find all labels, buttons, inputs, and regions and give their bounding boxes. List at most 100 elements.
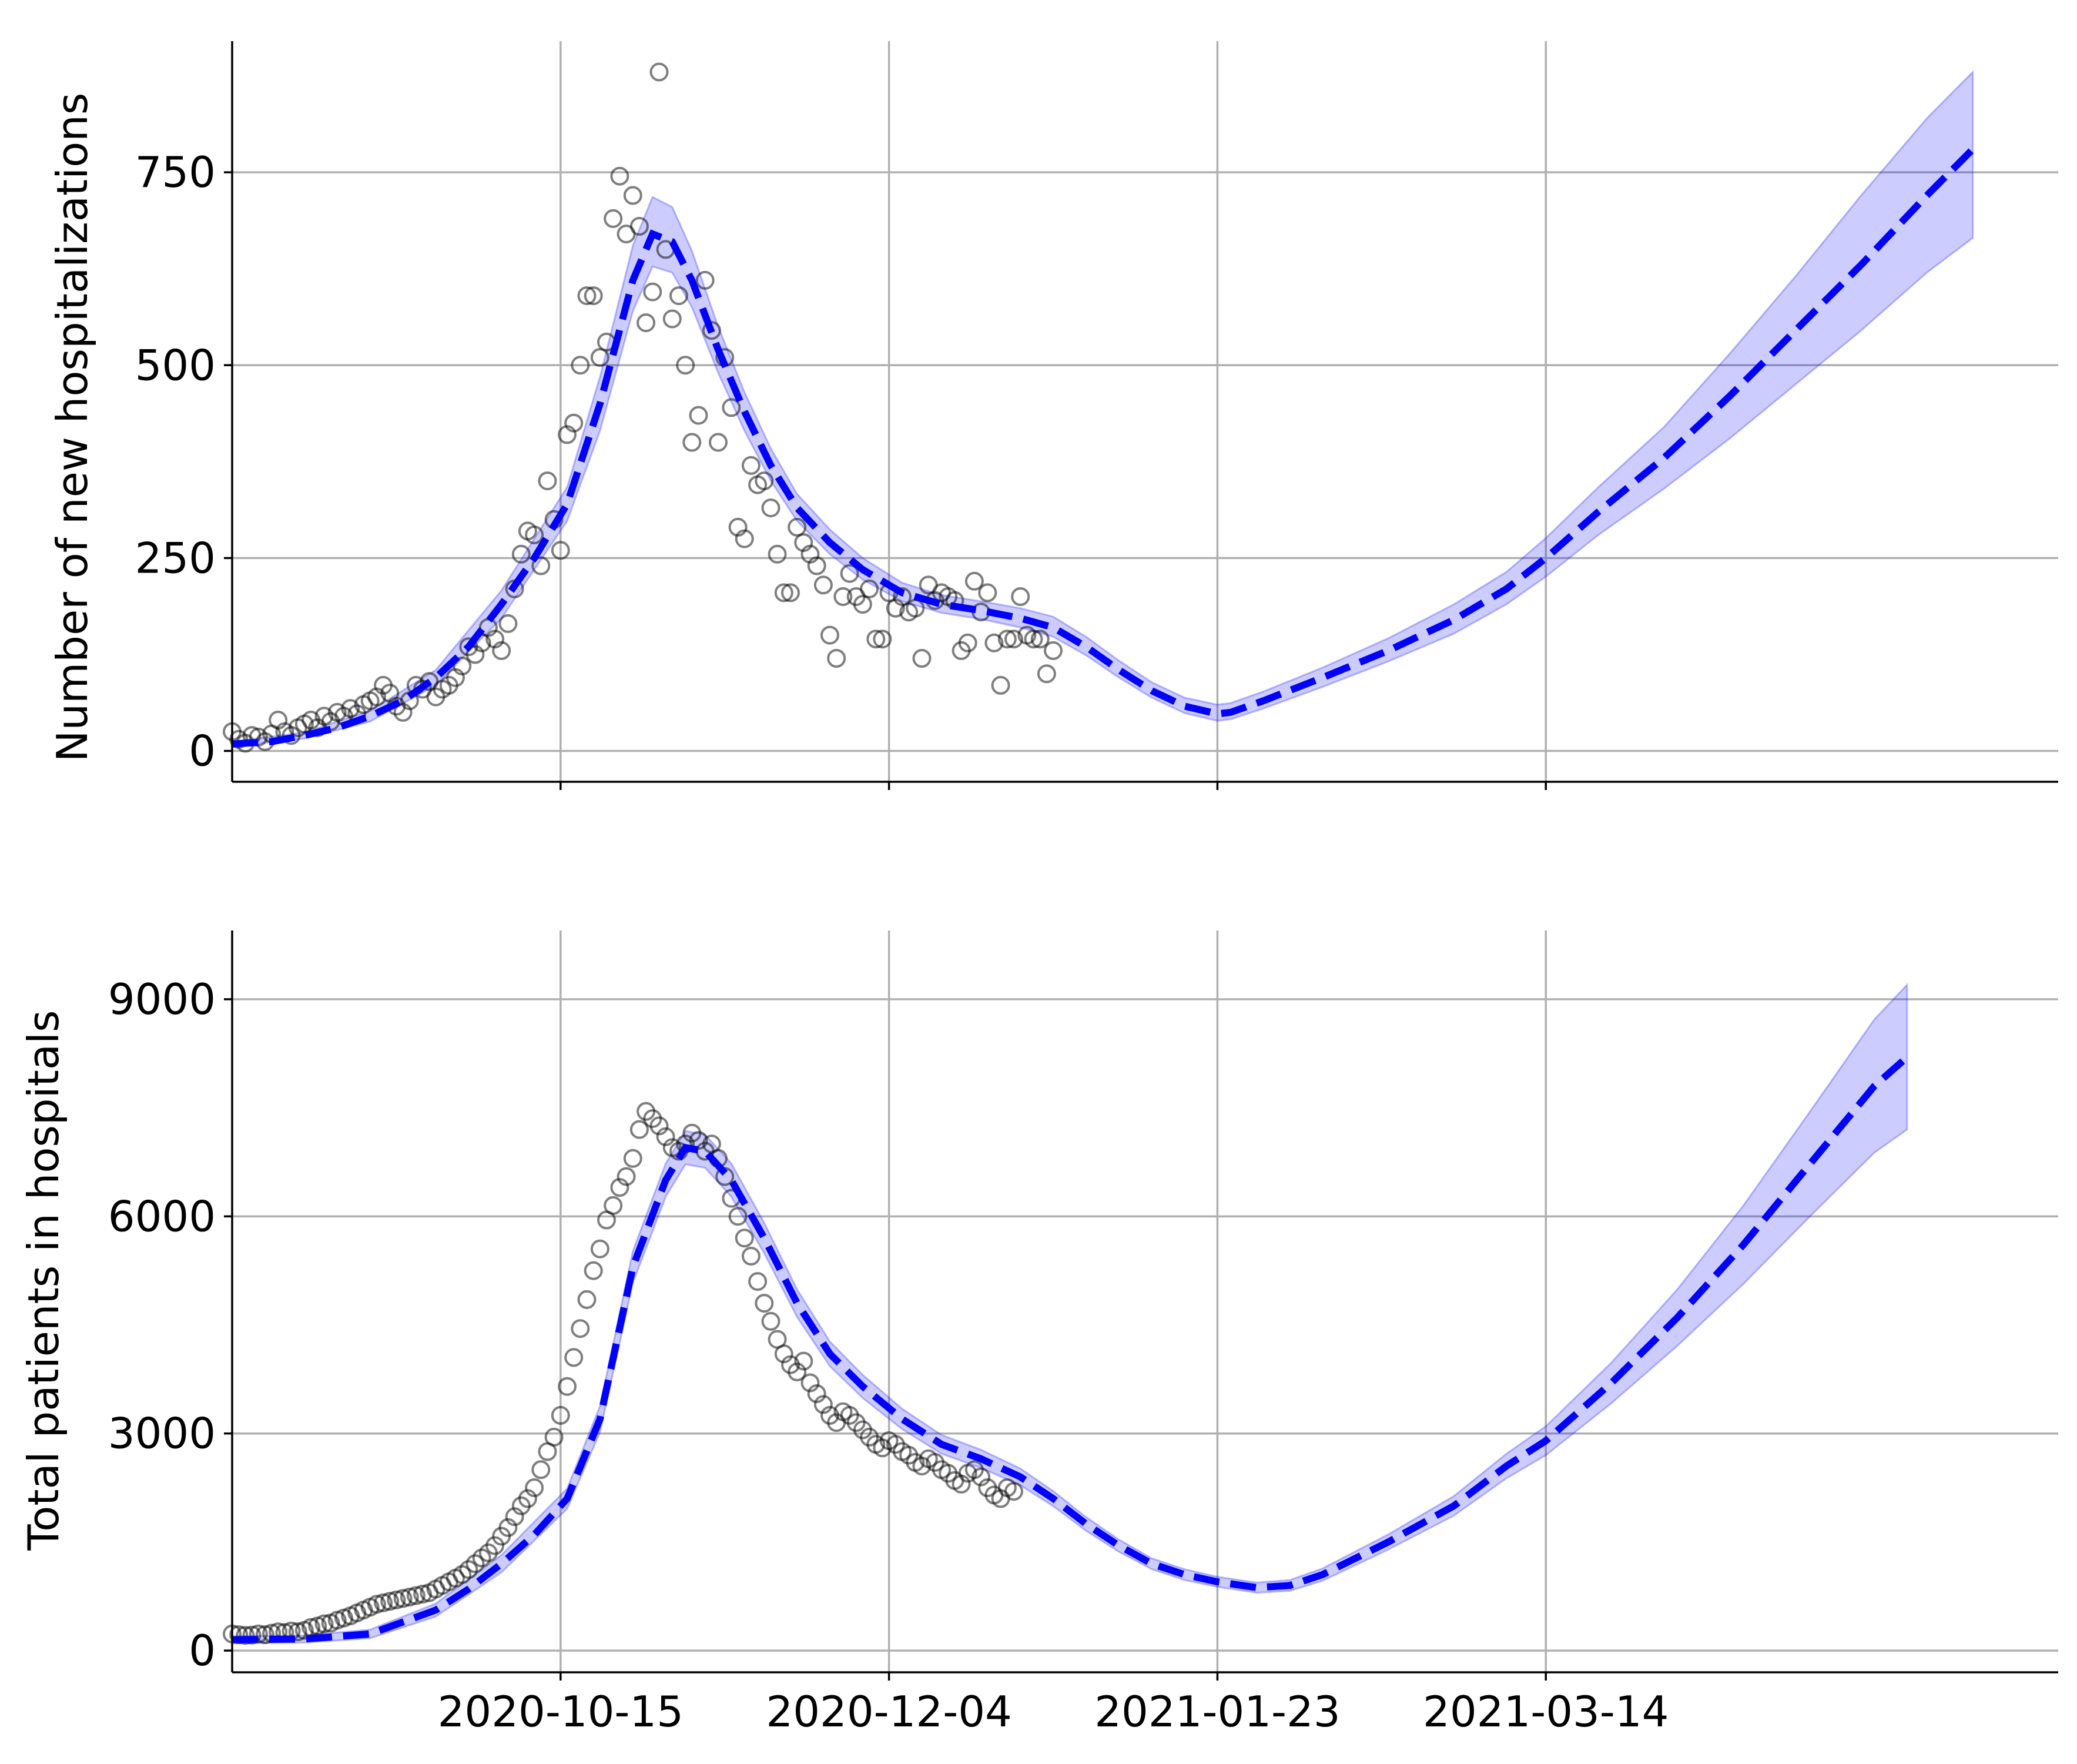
- grid: [232, 930, 2058, 1672]
- data-point: [709, 433, 728, 452]
- data-point: [577, 286, 597, 306]
- data-point: [531, 556, 551, 575]
- data-point: [662, 309, 682, 329]
- data-point: [255, 1625, 274, 1644]
- data-point: [755, 1294, 774, 1313]
- data-point: [912, 649, 932, 668]
- data-point: [498, 614, 518, 633]
- data-point: [813, 1395, 833, 1414]
- data-point: [807, 1384, 826, 1403]
- data-point: [525, 1478, 544, 1497]
- data-point: [735, 529, 754, 548]
- data-point: [741, 456, 761, 475]
- total-patients-panel: Total patients in hospitals 0 3000 6000 900…: [19, 930, 2058, 1736]
- data-point: [459, 1560, 478, 1579]
- data-point: [564, 1348, 584, 1367]
- data-point: [1011, 587, 1030, 606]
- observed-points: [223, 62, 1063, 753]
- data-point: [827, 649, 846, 668]
- data-point: [761, 1311, 780, 1331]
- data-point: [1037, 664, 1056, 684]
- data-point: [676, 356, 695, 375]
- y-tick-label: 750: [135, 148, 216, 197]
- data-point: [788, 1363, 807, 1381]
- data-point: [584, 1261, 603, 1280]
- data-point: [636, 313, 656, 333]
- data-point: [682, 433, 702, 452]
- data-point: [978, 583, 997, 602]
- data-point: [807, 556, 826, 575]
- data-point: [964, 571, 984, 591]
- grid: [232, 41, 2058, 782]
- y-tick-label: 6000: [108, 1191, 216, 1241]
- y-tick-label: 3000: [108, 1409, 216, 1458]
- data-point: [768, 544, 787, 564]
- data-point: [453, 657, 472, 676]
- data-point: [649, 62, 669, 82]
- data-point: [866, 630, 886, 649]
- data-point: [813, 575, 833, 595]
- data-point: [991, 675, 1010, 695]
- data-point: [774, 1344, 793, 1364]
- y-tick-label: 0: [189, 727, 216, 776]
- data-point: [531, 1460, 551, 1480]
- observed-points: [223, 1102, 1023, 1645]
- data-point: [380, 1592, 400, 1611]
- data-point: [465, 1554, 485, 1574]
- data-point: [952, 1474, 971, 1494]
- data-point: [629, 217, 649, 236]
- data-point: [840, 564, 859, 583]
- data-point: [1024, 630, 1043, 649]
- data-point: [629, 1120, 649, 1139]
- data-point: [984, 633, 1004, 652]
- data-point: [1004, 1482, 1023, 1501]
- data-point: [590, 1239, 609, 1258]
- data-point: [735, 1229, 754, 1248]
- data-point: [387, 1590, 406, 1609]
- new-hospitalizations-panel: Number of new hospitalizations 0 250 500 75…: [48, 41, 2058, 790]
- data-point: [623, 186, 642, 205]
- data-point: [406, 1586, 426, 1605]
- data-point: [972, 1467, 991, 1487]
- data-point: [781, 583, 800, 602]
- data-point: [623, 1149, 642, 1168]
- data-point: [604, 209, 623, 228]
- data-point: [893, 587, 912, 606]
- data-point: [1004, 630, 1023, 649]
- model-fit-line: [232, 1054, 1910, 1644]
- model-fit-line: [232, 146, 1975, 748]
- data-point: [997, 630, 1017, 649]
- y-tick-label: 9000: [108, 975, 216, 1024]
- data-point: [860, 579, 879, 598]
- data-point: [577, 1290, 597, 1309]
- data-point: [833, 587, 853, 606]
- data-point: [485, 1536, 505, 1555]
- data-point: [604, 1196, 623, 1215]
- data-point: [590, 348, 609, 367]
- y-tick-label: 0: [189, 1626, 216, 1675]
- data-point: [643, 282, 662, 302]
- data-point: [689, 406, 708, 425]
- data-point: [689, 1131, 708, 1150]
- data-point: [249, 1624, 268, 1644]
- uncertainty-band: [231, 982, 1908, 1645]
- data-point: [748, 1272, 768, 1291]
- y-axis-label: Total patients in hospitals: [19, 1010, 68, 1551]
- data-point: [367, 1595, 386, 1614]
- data-point: [788, 517, 807, 537]
- x-tick-label: 2020-10-15: [438, 1687, 684, 1736]
- y-tick-label: 500: [135, 340, 216, 390]
- data-point: [492, 641, 511, 660]
- data-point: [1030, 630, 1050, 649]
- data-point: [571, 356, 590, 375]
- data-point: [610, 166, 629, 186]
- data-point: [525, 525, 544, 544]
- data-point: [774, 583, 793, 602]
- data-point: [853, 595, 872, 614]
- data-point: [755, 471, 774, 491]
- data-point: [649, 1116, 669, 1136]
- y-tick-label: 250: [135, 533, 216, 583]
- x-tick-label: 2021-01-23: [1094, 1687, 1340, 1736]
- x-tick-label: 2020-12-04: [766, 1687, 1011, 1736]
- data-point: [511, 544, 531, 564]
